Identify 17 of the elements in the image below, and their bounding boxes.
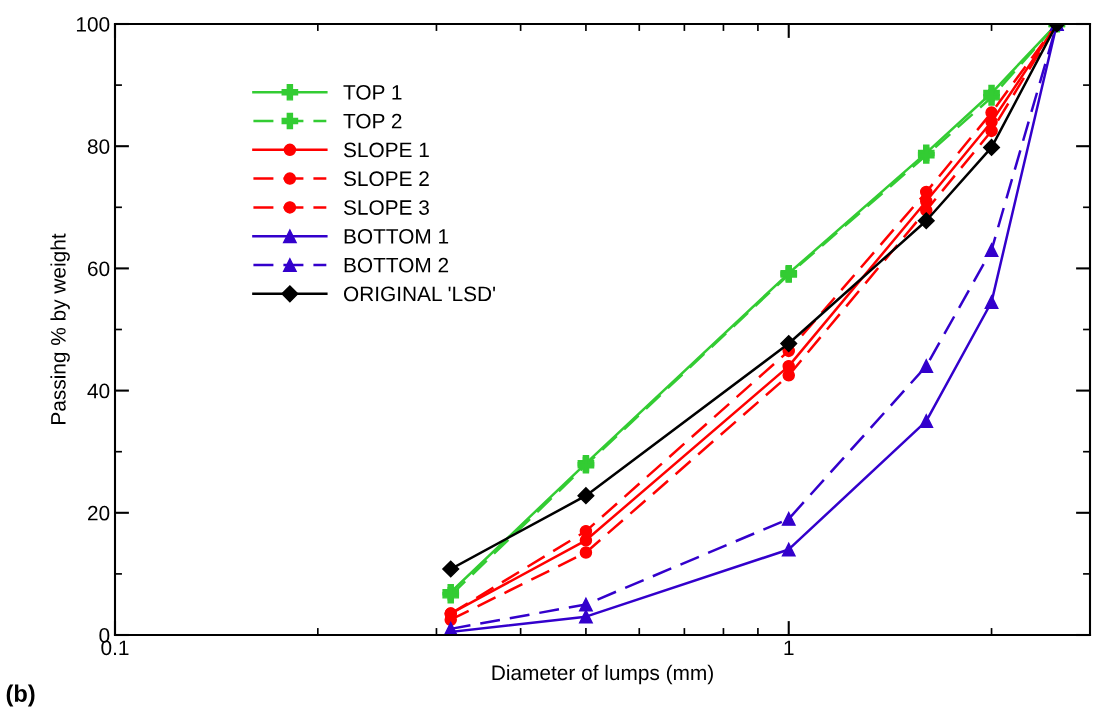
legend-label: ORIGINAL 'LSD': [343, 286, 495, 302]
x-tick-label: 1: [784, 640, 794, 655]
text: (b): [6, 684, 35, 707]
y-tick-label: 40: [87, 383, 110, 399]
legend-label: TOP 1: [343, 84, 402, 100]
y-axis-title: Passing % by weight: [50, 233, 70, 424]
y-tick-label: 100: [76, 17, 110, 32]
legend-label: BOTTOM 2: [344, 257, 449, 273]
x-axis-title: Diameter of lumps (mm): [492, 664, 713, 685]
y-tick-label: 20: [88, 505, 110, 521]
legend-label: SLOPE 3: [343, 200, 429, 215]
y-tick-label: 60: [88, 261, 110, 277]
legend-label: BOTTOM 1: [344, 228, 449, 244]
y-tick-label: 80: [87, 139, 110, 154]
legend-label: TOP 2: [343, 113, 402, 129]
legend-label: SLOPE 2: [343, 171, 429, 187]
legend-label: SLOPE 1: [343, 142, 429, 158]
